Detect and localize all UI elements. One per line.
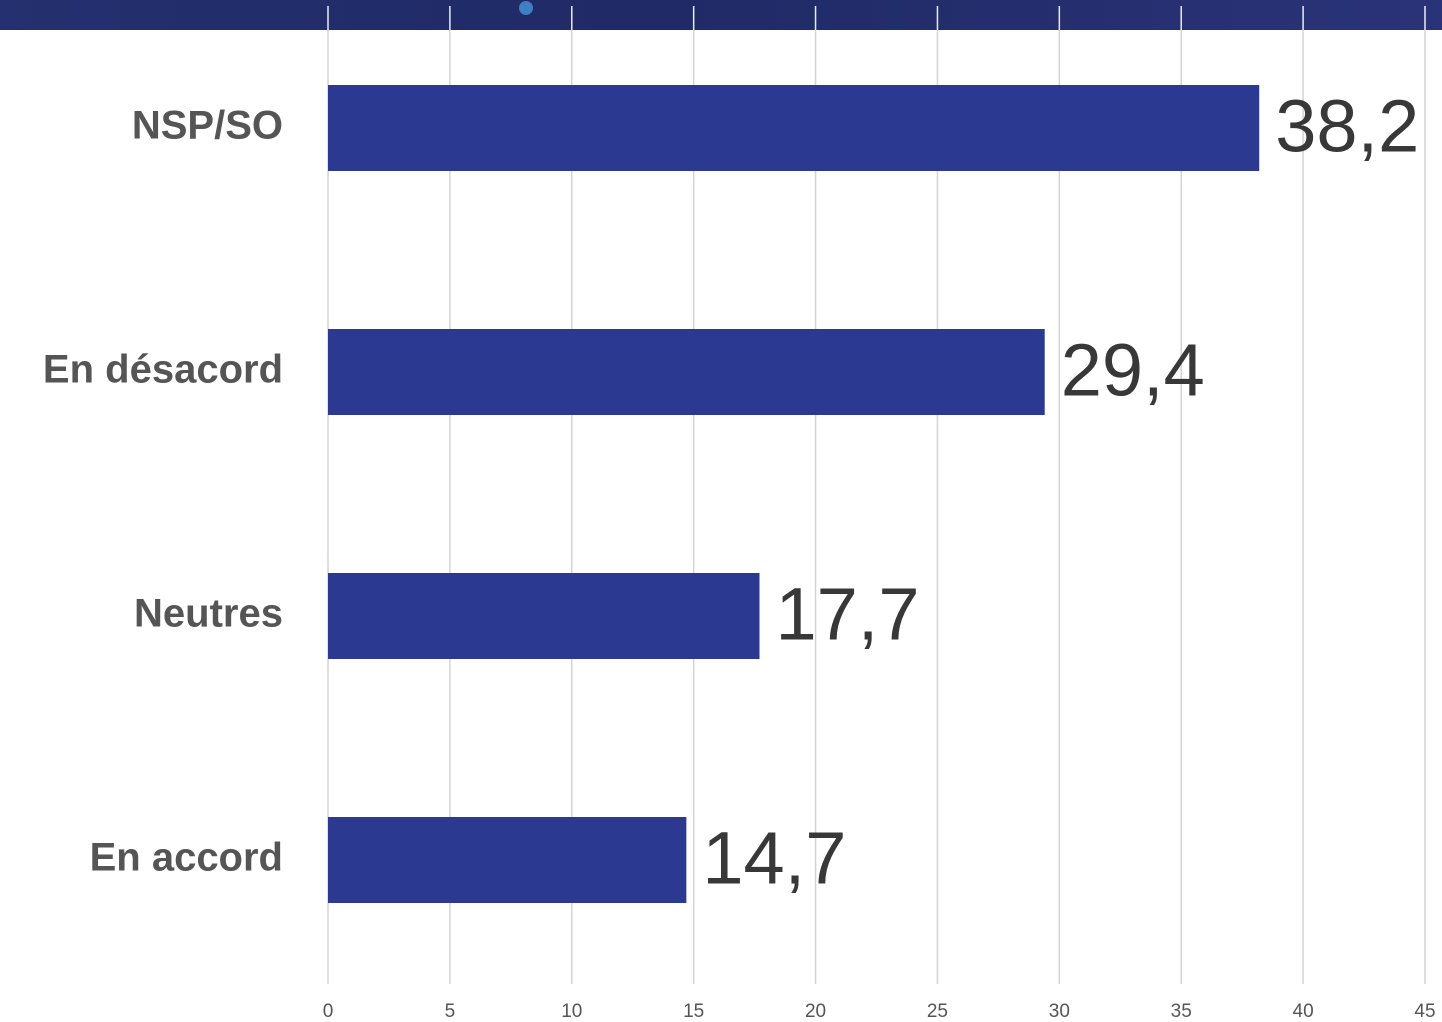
value-label: 38,2 xyxy=(1275,85,1419,168)
value-label: 29,4 xyxy=(1061,329,1205,412)
y-tick-label: En accord xyxy=(90,836,283,880)
x-tick-label: 10 xyxy=(561,1001,582,1022)
x-tick-label: 25 xyxy=(927,1001,948,1022)
x-tick-label: 15 xyxy=(683,1001,704,1022)
bar xyxy=(328,573,760,659)
x-tick-label: 5 xyxy=(445,1001,456,1022)
value-label: 14,7 xyxy=(702,817,846,900)
x-tick-label: 35 xyxy=(1171,1001,1192,1022)
x-tick-label: 0 xyxy=(323,1001,334,1022)
bar xyxy=(328,817,687,903)
y-tick-label: En désacord xyxy=(43,348,283,392)
x-tick-label: 30 xyxy=(1049,1001,1070,1022)
x-tick-label: 20 xyxy=(805,1001,826,1022)
header-band xyxy=(0,0,1442,30)
y-tick-label: Neutres xyxy=(134,592,283,636)
bar xyxy=(328,329,1045,415)
y-tick-label: NSP/SO xyxy=(132,104,283,148)
value-label: 17,7 xyxy=(775,573,919,656)
bar xyxy=(328,85,1260,171)
x-tick-label: 45 xyxy=(1414,1001,1435,1022)
decoration xyxy=(519,1,533,15)
x-tick-label: 40 xyxy=(1293,1001,1314,1022)
